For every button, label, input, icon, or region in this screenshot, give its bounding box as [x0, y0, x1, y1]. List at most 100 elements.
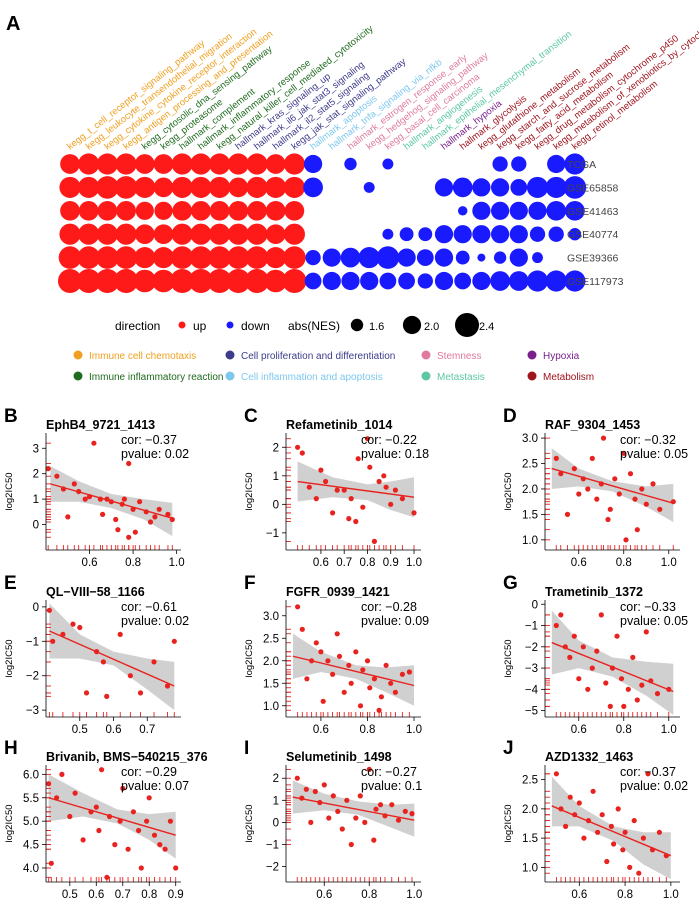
- data-point: [645, 771, 651, 777]
- nes-bubble: [546, 200, 567, 221]
- y-tick-label: 5.0: [23, 816, 39, 828]
- legend-down-label: down: [241, 319, 270, 333]
- panel-label: I: [244, 738, 249, 759]
- nes-bubble: [568, 228, 582, 241]
- x-tick-label: 0.6: [571, 557, 587, 569]
- cor-label: cor: −0.28: [361, 600, 417, 614]
- nes-bubble: [265, 224, 286, 245]
- y-tick-label: 1.0: [522, 862, 538, 874]
- x-tick-label: 1.0: [406, 557, 422, 569]
- data-point: [126, 460, 132, 467]
- pvalue-label: pvalue: 0.05: [620, 447, 688, 461]
- nes-bubble: [564, 153, 586, 175]
- x-tick-label: 0.8: [617, 889, 633, 901]
- data-point: [371, 676, 377, 682]
- data-point: [127, 673, 133, 679]
- data-point: [171, 638, 177, 644]
- data-point: [318, 649, 324, 655]
- data-point: [611, 841, 617, 847]
- y-tick-label: 2.5: [522, 459, 538, 471]
- nes-bubble: [96, 246, 119, 269]
- data-point: [348, 841, 354, 848]
- data-point: [572, 812, 578, 818]
- data-point: [125, 846, 131, 852]
- data-point: [650, 481, 656, 487]
- data-point: [657, 506, 663, 512]
- data-point: [82, 496, 88, 502]
- confidence-band: [551, 610, 674, 715]
- y-tick-label: 2: [273, 773, 279, 785]
- y-tick-label: 0: [273, 817, 279, 829]
- data-point: [614, 633, 620, 639]
- data-point: [620, 847, 626, 853]
- data-point: [348, 680, 354, 686]
- nes-bubble: [363, 181, 375, 193]
- data-point: [367, 464, 373, 470]
- data-point: [325, 658, 331, 664]
- x-tick-label: 1.0: [406, 724, 422, 736]
- scatter-panel-g: G 0.6 0.8 1.0 −5 −4 −3 −2 −1 0 log2IC50 Trametinib_…: [503, 573, 688, 736]
- data-point: [136, 827, 142, 834]
- data-point: [562, 644, 568, 650]
- pvalue-label: pvalue: 0.02: [121, 614, 189, 628]
- data-point: [402, 808, 408, 815]
- nes-bubble: [434, 248, 454, 267]
- nes-bubble: [416, 249, 434, 266]
- category-legend-label: Metastasis: [437, 372, 485, 383]
- data-point: [392, 487, 398, 493]
- x-tick-label: 0.6: [106, 724, 122, 736]
- data-point: [648, 678, 654, 684]
- category-legend-label: Cell proliferation and differentiation: [241, 351, 395, 362]
- dataset-label: GSE117973: [567, 276, 624, 288]
- x-tick-label: 1.0: [169, 557, 185, 569]
- nes-bubble: [509, 225, 528, 244]
- nes-bubble: [226, 268, 251, 294]
- data-point: [607, 703, 613, 710]
- nes-bubble: [207, 268, 232, 294]
- data-point: [303, 786, 309, 792]
- data-point: [346, 516, 352, 522]
- data-point: [615, 806, 621, 812]
- confidence-band: [551, 448, 674, 522]
- nes-bubble: [60, 200, 80, 221]
- nes-bubble: [434, 271, 454, 291]
- nes-bubble: [376, 246, 400, 269]
- data-point: [323, 478, 329, 485]
- nes-bubble: [379, 272, 397, 290]
- y-tick-label: 3.0: [263, 611, 279, 623]
- y-tick-label: −1: [266, 528, 279, 540]
- y-tick-label: 0: [532, 599, 538, 611]
- cor-label: cor: −0.37: [121, 433, 177, 447]
- y-tick-label: 6.0: [23, 769, 39, 781]
- nes-bubble: [76, 268, 101, 294]
- data-point: [580, 644, 586, 650]
- nes-bubble: [247, 200, 267, 221]
- nes-bubble: [190, 176, 212, 198]
- legend-size-label: abs(NES): [288, 319, 340, 333]
- chart-title: Brivanib, BMS−540215_376: [46, 750, 208, 764]
- data-point: [54, 795, 60, 801]
- y-tick-label: 1.5: [522, 509, 538, 521]
- data-point: [156, 506, 162, 512]
- data-point: [585, 486, 591, 492]
- data-point: [304, 676, 310, 682]
- regression-line: [551, 805, 672, 857]
- nes-bubble: [78, 200, 99, 221]
- legend-size-circle: [402, 315, 422, 335]
- y-axis-label: log2IC50: [244, 472, 255, 510]
- nes-bubble: [511, 156, 527, 172]
- nes-bubble: [171, 176, 193, 198]
- data-point: [96, 827, 102, 834]
- data-point: [364, 658, 371, 664]
- data-point: [643, 629, 649, 635]
- data-point: [563, 823, 569, 830]
- data-point: [357, 703, 364, 709]
- nes-bubble: [209, 200, 230, 221]
- y-tick-label: 4.0: [23, 863, 39, 875]
- data-point: [553, 771, 560, 777]
- nes-bubble: [547, 154, 566, 174]
- nes-bubble: [508, 271, 529, 291]
- y-tick-label: 1: [273, 471, 279, 483]
- y-tick-label: 2.0: [522, 484, 538, 496]
